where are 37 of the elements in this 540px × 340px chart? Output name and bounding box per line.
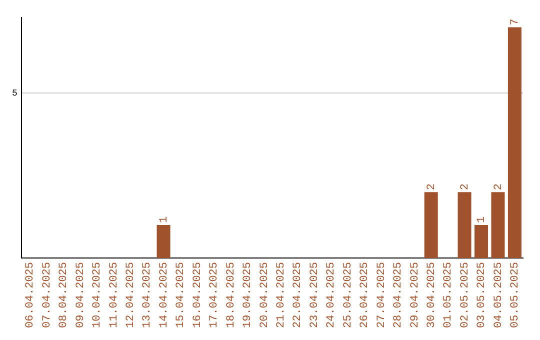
x-tick-label: 26.04.2025: [359, 262, 372, 328]
data-label: 2: [426, 183, 438, 190]
x-tick-label: 29.04.2025: [409, 262, 422, 328]
x-tick-label: 01.05.2025: [442, 262, 455, 328]
x-tick-label: 19.04.2025: [242, 262, 254, 328]
data-label: 2: [492, 183, 505, 190]
data-label: 7: [510, 18, 522, 26]
data-label: 1: [158, 216, 170, 224]
x-tick-label: 22.04.2025: [292, 262, 304, 328]
x-tick-label: 18.04.2025: [225, 262, 238, 328]
x-tick-label: 16.04.2025: [192, 262, 204, 328]
x-tick-label: 08.04.2025: [58, 262, 70, 328]
x-tick-label: 04.05.2025: [492, 262, 505, 328]
x-tick-label: 10.04.2025: [92, 262, 104, 328]
x-tick-label: 06.04.2025: [24, 262, 37, 328]
data-label: 2: [459, 183, 472, 190]
x-tick-label: 05.05.2025: [510, 262, 522, 328]
y-tick-label: 5: [12, 88, 18, 99]
x-tick-label: 15.04.2025: [175, 262, 188, 328]
x-tick-label: 12.04.2025: [125, 262, 137, 328]
x-tick-label: 28.04.2025: [392, 262, 405, 328]
x-tick-label: 13.04.2025: [142, 262, 154, 328]
x-tick-label: 30.04.2025: [426, 262, 438, 328]
x-tick-label: 24.04.2025: [326, 262, 338, 328]
data-label: 1: [476, 216, 488, 224]
x-tick-label: 14.04.2025: [158, 262, 170, 328]
x-tick-label: 25.04.2025: [342, 262, 354, 328]
x-tick-label: 23.04.2025: [308, 262, 321, 328]
x-tick-label: 20.04.2025: [258, 262, 271, 328]
x-tick-label: 11.04.2025: [108, 262, 120, 328]
x-tick-label: 27.04.2025: [376, 262, 388, 328]
x-tick-label: 21.04.2025: [276, 262, 288, 328]
x-tick-label: 03.05.2025: [476, 262, 488, 328]
x-tick-label: 17.04.2025: [208, 262, 221, 328]
x-tick-label: 09.04.2025: [74, 262, 87, 328]
x-tick-label: 02.05.2025: [459, 262, 472, 328]
x-tick-label: 07.04.2025: [41, 262, 54, 328]
